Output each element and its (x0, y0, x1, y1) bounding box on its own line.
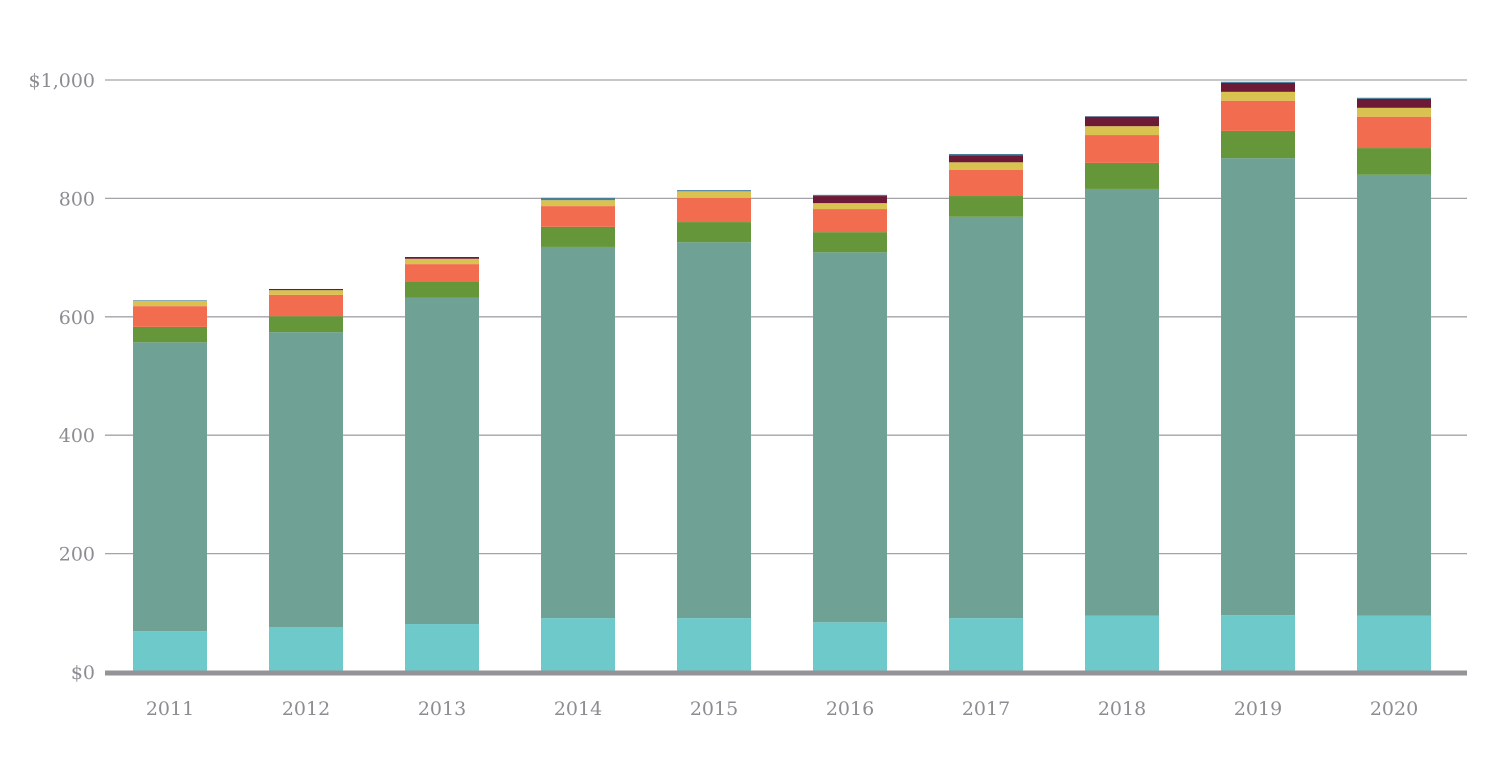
x-tick-label: 2020 (1370, 698, 1418, 720)
bar-segment-2019-series-1 (1221, 158, 1295, 616)
bar-segment-2019-series-5 (1221, 82, 1295, 92)
y-tick-label: $1,000 (29, 70, 95, 92)
bar-segment-2015-series-3 (677, 197, 751, 223)
bar-segment-2013-series-2 (405, 281, 479, 298)
x-tick-label: 2016 (826, 698, 874, 720)
bar-segment-2011-series-3 (133, 306, 207, 327)
bar-segment-2019-series-4 (1221, 91, 1295, 101)
bar-segment-2011-series-6 (133, 300, 207, 301)
bar-segment-2014-series-2 (541, 226, 615, 247)
x-tick-label: 2019 (1234, 698, 1282, 720)
bar-segment-2018-series-6 (1085, 116, 1159, 117)
y-axis-ticks: $0 200 400 600 800 $1,000 (29, 70, 95, 684)
x-tick-label: 2018 (1098, 698, 1146, 720)
bar-segment-2012-series-5 (269, 288, 343, 291)
bar-segment-2012-series-0 (269, 627, 343, 672)
bar-segment-2018-series-5 (1085, 116, 1159, 127)
bar-segment-2013-series-0 (405, 624, 479, 672)
bar-segment-2016-series-2 (813, 232, 887, 253)
bar-segment-2017-series-2 (949, 196, 1023, 217)
bar-segment-2020-series-0 (1357, 615, 1431, 672)
bar-segment-2012-series-3 (269, 294, 343, 317)
bar-segment-2020-series-5 (1357, 98, 1431, 108)
bar-segment-2015-series-2 (677, 222, 751, 243)
bar-segment-2020-series-3 (1357, 116, 1431, 149)
bar-segment-2016-series-4 (813, 203, 887, 210)
x-axis-ticks: 2011 2012 2013 2014 2015 2016 2017 2018 2019 2020 (146, 698, 1418, 720)
bar-segment-2013-series-3 (405, 264, 479, 282)
x-tick-label: 2017 (962, 698, 1010, 720)
bar-segment-2018-series-1 (1085, 188, 1159, 616)
x-tick-label: 2015 (690, 698, 738, 720)
bar-segment-2019-series-6 (1221, 81, 1295, 83)
y-tick-label: $0 (71, 662, 95, 684)
bar-segment-2015-series-0 (677, 618, 751, 672)
x-tick-label: 2013 (418, 698, 466, 720)
bar-segment-2015-series-6 (677, 190, 751, 192)
bar-segment-2013-series-1 (405, 297, 479, 625)
bar-segment-2020-series-6 (1357, 97, 1431, 99)
y-tick-label: 200 (59, 544, 95, 566)
bar-segment-2014-series-6 (541, 197, 615, 201)
bar-segment-2016-series-1 (813, 252, 887, 623)
bar-segment-2013-series-4 (405, 258, 479, 265)
bar-segment-2016-series-0 (813, 622, 887, 672)
bar-segment-2020-series-1 (1357, 174, 1431, 616)
y-tick-label: 400 (59, 425, 95, 447)
bar-segment-2017-series-4 (949, 162, 1023, 170)
bar-segment-2012-series-2 (269, 316, 343, 333)
bar-segment-2014-series-1 (541, 246, 615, 619)
bar-segment-2019-series-3 (1221, 100, 1295, 131)
bar-segment-2018-series-3 (1085, 135, 1159, 163)
bar-segment-2012-series-1 (269, 332, 343, 628)
bar-segment-2017-series-0 (949, 618, 1023, 672)
bar-segment-2016-series-3 (813, 209, 887, 233)
bar-segment-2013-series-5 (405, 257, 479, 259)
bar-segment-2018-series-4 (1085, 126, 1159, 136)
bar-segment-2018-series-0 (1085, 615, 1159, 672)
bar-segment-2017-series-6 (949, 154, 1023, 156)
bar-segment-2018-series-2 (1085, 162, 1159, 189)
bars (133, 81, 1431, 672)
bar-segment-2011-series-0 (133, 631, 207, 672)
x-tick-label: 2014 (554, 698, 602, 720)
bar-segment-2014-series-4 (541, 200, 615, 207)
bar-segment-2017-series-3 (949, 169, 1023, 197)
bar-segment-2016-series-6 (813, 194, 887, 197)
bar-segment-2020-series-2 (1357, 148, 1431, 175)
bar-segment-2015-series-1 (677, 242, 751, 619)
bar-segment-2014-series-0 (541, 618, 615, 672)
bar-segment-2015-series-4 (677, 191, 751, 198)
bar-segment-2020-series-4 (1357, 107, 1431, 117)
bar-segment-2011-series-4 (133, 300, 207, 307)
bar-segment-2011-series-1 (133, 342, 207, 632)
bar-segment-2012-series-4 (269, 290, 343, 295)
x-tick-label: 2011 (146, 698, 194, 720)
bar-segment-2017-series-5 (949, 155, 1023, 163)
bar-segment-2016-series-5 (813, 196, 887, 204)
bar-segment-2019-series-0 (1221, 615, 1295, 672)
x-tick-label: 2012 (282, 698, 330, 720)
bar-segment-2017-series-1 (949, 216, 1023, 619)
y-tick-label: 600 (59, 307, 95, 329)
y-tick-label: 800 (59, 188, 95, 210)
bar-segment-2014-series-3 (541, 206, 615, 227)
bar-segment-2019-series-2 (1221, 130, 1295, 159)
bar-segment-2011-series-2 (133, 326, 207, 343)
